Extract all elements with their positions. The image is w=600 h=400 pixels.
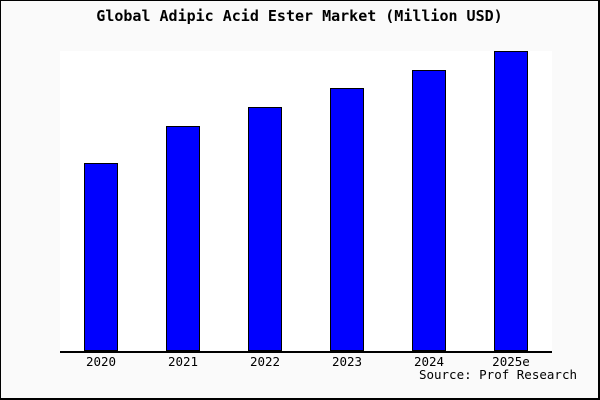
plot-area [60,51,552,353]
x-tick-label-2020: 2020 [85,354,117,369]
source-credit: Source: Prof Research [418,367,577,382]
bar-slot-2025e [470,51,552,351]
x-tick-label-2022: 2022 [249,354,281,369]
bar-2023 [330,88,364,351]
x-tick-label-2025e: 2025e [492,354,530,369]
bar-slot-2020 [60,51,142,351]
bar-2024 [412,70,446,351]
bar-2025e [494,51,528,351]
bars [60,51,552,351]
bar-2021 [166,126,200,351]
x-tick-label-2023: 2023 [331,354,363,369]
x-axis-labels: 2020 2021 2022 2023 2024 2025e [60,354,552,369]
bar-2022 [248,107,282,351]
bar-slot-2023 [306,51,388,351]
bar-2020 [84,163,118,351]
x-tick-label-2024: 2024 [413,354,445,369]
chart-title: Global Adipic Acid Ester Market (Million… [96,7,503,25]
bar-slot-2024 [388,51,470,351]
bar-slot-2021 [142,51,224,351]
bar-slot-2022 [224,51,306,351]
x-tick-label-2021: 2021 [167,354,199,369]
